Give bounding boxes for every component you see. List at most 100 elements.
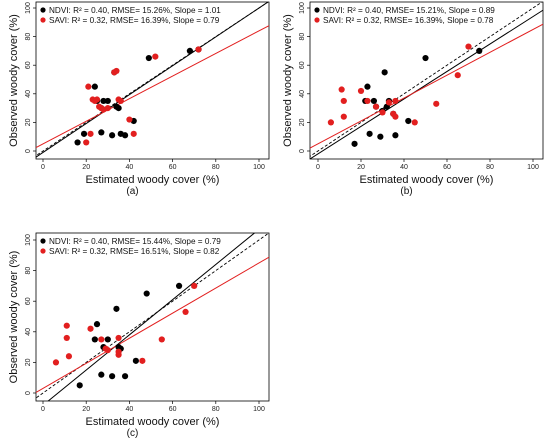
fit-lines — [36, 2, 269, 158]
legend-entry-savi: SAVI: R² = 0.32, RMSE= 16.51%, Slope = 0… — [49, 247, 220, 256]
panel-label: (c) — [127, 428, 139, 439]
one-to-one-line — [36, 233, 269, 399]
data-points — [327, 43, 483, 147]
legend-entry-savi: SAVI: R² = 0.32, RMSE= 16.39%, Slope = 0… — [323, 16, 494, 25]
legend-marker-ndvi — [40, 7, 46, 13]
y-tick-label: 0 — [299, 149, 306, 153]
fit-lines — [310, 2, 543, 159]
data-point-savi — [152, 53, 159, 60]
y-tick-label: 40 — [25, 90, 32, 98]
data-point-savi — [465, 43, 472, 50]
panel-b: 0 20 40 60 80 100 0 20 40 60 80 100 NDVI… — [282, 1, 544, 197]
y-tick-label: 80 — [25, 267, 32, 275]
data-point-savi — [372, 103, 380, 110]
data-point-savi — [340, 113, 347, 120]
x-tick-label: 40 — [400, 164, 408, 171]
data-point-ndvi — [366, 130, 373, 137]
data-point-ndvi — [109, 132, 116, 139]
data-point-savi — [115, 334, 122, 342]
data-point-savi — [454, 72, 461, 79]
x-tick-label: 40 — [126, 164, 134, 171]
legend-marker-ndvi — [314, 7, 320, 13]
x-tick-label: 80 — [212, 164, 220, 171]
data-point-savi — [338, 86, 345, 93]
data-point-savi — [340, 97, 347, 105]
fit-line-savi — [36, 25, 269, 149]
panel-label: (b) — [400, 186, 412, 197]
data-point-ndvi — [98, 371, 105, 378]
data-point-ndvi — [104, 336, 111, 343]
data-point-savi — [104, 347, 111, 354]
fit-line-savi — [310, 23, 543, 149]
x-tick-label: 100 — [253, 406, 265, 413]
axes-ticks — [307, 7, 534, 162]
data-point-savi — [191, 282, 198, 289]
data-point-savi — [130, 130, 137, 137]
data-points — [52, 282, 198, 389]
data-point-savi — [392, 113, 399, 120]
data-point-ndvi — [93, 321, 101, 328]
y-axis-label: Observed woody cover (%) — [8, 14, 20, 147]
data-point-ndvi — [405, 117, 412, 125]
data-point-savi — [385, 99, 393, 106]
data-point-savi — [327, 119, 334, 126]
x-tick-label: 20 — [82, 164, 90, 171]
data-point-ndvi — [364, 83, 371, 90]
plot-frame — [35, 232, 270, 402]
data-point-ndvi — [351, 140, 358, 147]
y-tick-label: 60 — [25, 61, 32, 69]
data-point-ndvi — [175, 282, 183, 289]
one-to-one-line — [310, 2, 543, 157]
data-point-savi — [113, 67, 120, 75]
data-point-ndvi — [476, 47, 483, 55]
data-point-savi — [195, 46, 202, 53]
data-point-ndvi — [104, 97, 111, 105]
data-point-savi — [87, 130, 94, 137]
data-point-savi — [93, 96, 101, 103]
y-tick-label: 80 — [25, 33, 32, 41]
data-point-savi — [117, 97, 124, 105]
legend-entry-ndvi: NDVI: R² = 0.40, RMSE= 15.44%, Slope = 0… — [49, 237, 221, 246]
fit-line-ndvi — [310, 9, 543, 159]
data-point-savi — [139, 357, 146, 364]
data-point-ndvi — [370, 97, 377, 105]
data-point-ndvi — [145, 54, 152, 62]
x-tick-label: 60 — [169, 164, 177, 171]
panel-label: (a) — [126, 186, 138, 197]
plot-frame — [309, 1, 544, 160]
data-point-ndvi — [132, 357, 139, 364]
data-points — [74, 46, 202, 146]
data-point-ndvi — [74, 139, 81, 146]
data-point-savi — [392, 97, 399, 105]
data-point-savi — [52, 359, 60, 366]
data-point-ndvi — [76, 382, 83, 389]
data-point-savi — [98, 336, 105, 343]
data-point-savi — [182, 308, 189, 316]
legend-marker-ndvi — [40, 238, 46, 244]
x-tick-label: 20 — [82, 406, 90, 413]
legend-marker-savi — [314, 17, 320, 23]
x-tick-label: 60 — [443, 164, 451, 171]
data-point-savi — [357, 87, 365, 95]
fit-line-ndvi — [47, 233, 256, 401]
x-tick-label: 100 — [527, 164, 539, 171]
data-point-savi — [63, 334, 70, 342]
panel-c: 0 20 40 60 80 100 0 20 40 60 80 100 NDVI… — [8, 232, 270, 439]
x-tick-label: 60 — [169, 406, 177, 413]
x-axis-label: Estimated woody cover (%) — [360, 174, 494, 186]
y-tick-label: 100 — [25, 234, 32, 246]
data-point-savi — [85, 83, 92, 90]
legend-entry-savi: SAVI: R² = 0.32, RMSE= 16.39%, Slope = 0… — [49, 16, 220, 25]
x-tick-label: 20 — [357, 164, 365, 171]
data-point-ndvi — [115, 105, 122, 112]
data-point-ndvi — [143, 290, 150, 297]
data-point-savi — [104, 105, 111, 112]
y-axis-label: Observed woody cover (%) — [8, 251, 20, 384]
y-axis-label: Observed woody cover (%) — [282, 14, 294, 147]
y-tick-label: 60 — [299, 61, 306, 69]
y-tick-label: 80 — [299, 33, 306, 41]
panel-a: 0 20 40 60 80 100 0 20 40 60 80 100 NDVI… — [8, 1, 270, 197]
y-tick-label: 100 — [25, 2, 32, 14]
y-tick-label: 0 — [25, 149, 32, 153]
